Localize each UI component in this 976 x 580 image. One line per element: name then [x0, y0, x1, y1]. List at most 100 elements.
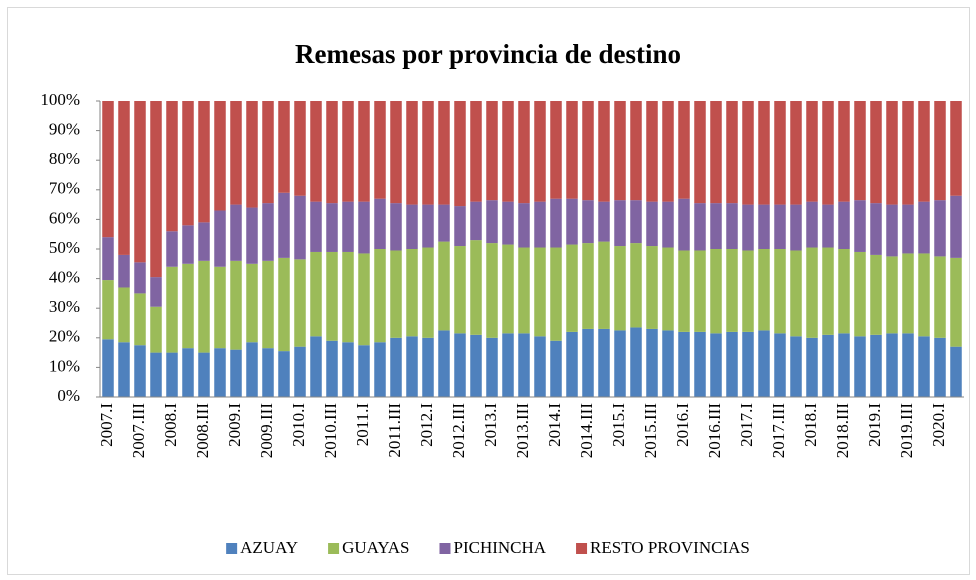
bar-segment — [854, 336, 866, 397]
bar-segment — [710, 203, 722, 249]
bar-segment — [102, 237, 114, 281]
bar-segment — [854, 101, 866, 201]
bar-segment — [150, 352, 162, 397]
bar-segment — [454, 246, 466, 334]
bar-segment — [918, 201, 930, 254]
bar-segment — [566, 198, 578, 245]
x-tick-label: 2020.I — [929, 403, 948, 447]
bar-segment — [390, 337, 402, 397]
bar-segment — [806, 247, 818, 338]
bar-segment — [902, 204, 914, 254]
bar-segment — [470, 240, 482, 335]
bar-segment — [518, 203, 530, 248]
x-tick-label: 2010.I — [289, 403, 308, 447]
bar-segment — [758, 204, 770, 249]
y-tick-label: 10% — [49, 356, 80, 375]
bar-segment — [310, 101, 322, 202]
bar-segment — [406, 336, 418, 397]
x-tick-label: 2017.I — [737, 403, 756, 447]
bar-segment — [774, 204, 786, 249]
bar-segment — [166, 352, 178, 397]
bar-segment — [134, 101, 146, 263]
bar-segment — [502, 101, 514, 202]
bar-segment — [182, 348, 194, 397]
bar-segment — [214, 266, 226, 349]
bar-segment — [310, 201, 322, 252]
legend-label: AZUAY — [240, 538, 298, 557]
bar-segment — [694, 203, 706, 251]
bar-segment — [134, 262, 146, 294]
bar-segment — [934, 200, 946, 257]
bar-segment — [358, 101, 370, 202]
bar-segment — [102, 101, 114, 238]
bar-segment — [326, 340, 338, 397]
bar-segment — [790, 336, 802, 397]
bar-segment — [614, 200, 626, 247]
x-tick-label: 2017.III — [769, 403, 788, 459]
bar-segment — [422, 204, 434, 248]
legend-swatch — [328, 543, 340, 554]
bar-segment — [742, 101, 754, 205]
bar-segment — [534, 101, 546, 202]
bar-segment — [406, 204, 418, 249]
x-tick-label: 2011.I — [353, 403, 372, 447]
bar-segment — [470, 201, 482, 241]
bar-segment — [374, 101, 386, 199]
bar-segment — [262, 260, 274, 349]
y-tick-label: 40% — [49, 268, 80, 287]
bar-segment — [246, 342, 258, 397]
bar-segment — [246, 207, 258, 264]
bar-segment — [646, 328, 658, 397]
bar-segment — [518, 101, 530, 204]
bar-segment — [214, 210, 226, 267]
bar-segment — [630, 200, 642, 244]
bar-segment — [390, 203, 402, 251]
bar-segment — [806, 101, 818, 202]
bar-segment — [886, 204, 898, 257]
x-tick-label: 2010.III — [321, 403, 340, 459]
bar-segment — [262, 101, 274, 204]
bar-segment — [278, 257, 290, 352]
bar-segment — [118, 342, 130, 397]
bar-segment — [630, 327, 642, 397]
x-tick-label: 2016.III — [705, 403, 724, 459]
bar-segment — [534, 201, 546, 248]
bar-segment — [230, 101, 242, 205]
bar-segment — [886, 101, 898, 205]
bar-segment — [102, 339, 114, 397]
bar-segment — [822, 101, 834, 205]
legend-swatch — [576, 543, 588, 554]
bar-segment — [230, 260, 242, 350]
bar-segment — [758, 249, 770, 331]
bar-segment — [518, 247, 530, 334]
bar-segment — [822, 247, 834, 335]
bar-segment — [790, 250, 802, 337]
bar-segment — [102, 280, 114, 340]
bar-segment — [342, 201, 354, 252]
bar-segment — [214, 348, 226, 397]
bar-segment — [582, 328, 594, 397]
y-tick-label: 30% — [49, 297, 80, 316]
bar-segment — [934, 101, 946, 201]
bar-segment — [838, 201, 850, 249]
x-tick-label: 2008.III — [193, 403, 212, 459]
bar-segment — [582, 200, 594, 244]
bar-segment — [566, 101, 578, 199]
bar-segment — [582, 243, 594, 329]
bar-segment — [150, 306, 162, 353]
bar-segment — [198, 260, 210, 353]
bar-segment — [662, 201, 674, 248]
bar-segment — [294, 346, 306, 397]
legend-label: PICHINCHA — [453, 538, 546, 557]
bar-segment — [822, 204, 834, 248]
bar-segment — [214, 101, 226, 211]
bar-segment — [454, 206, 466, 247]
x-tick-label: 2015.I — [609, 403, 628, 447]
bar-segment — [646, 101, 658, 202]
bar-segment — [182, 225, 194, 264]
bar-segment — [918, 336, 930, 397]
bar-segment — [294, 101, 306, 196]
bar-segment — [678, 250, 690, 332]
bar-segment — [838, 249, 850, 334]
